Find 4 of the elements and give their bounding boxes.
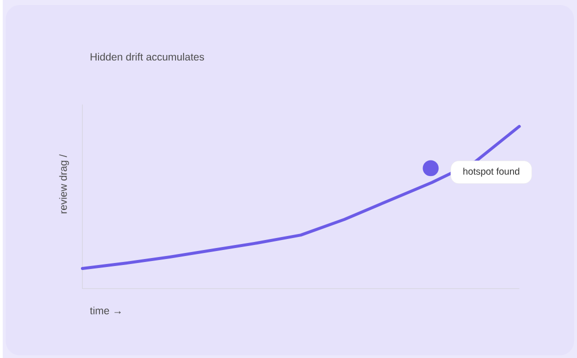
x-axis-title: time → xyxy=(90,306,121,314)
annotation: hotspot found xyxy=(463,168,520,176)
y-axis-title: review drag / xyxy=(59,154,69,214)
chart-title: Hidden drift accumulates xyxy=(90,52,204,60)
